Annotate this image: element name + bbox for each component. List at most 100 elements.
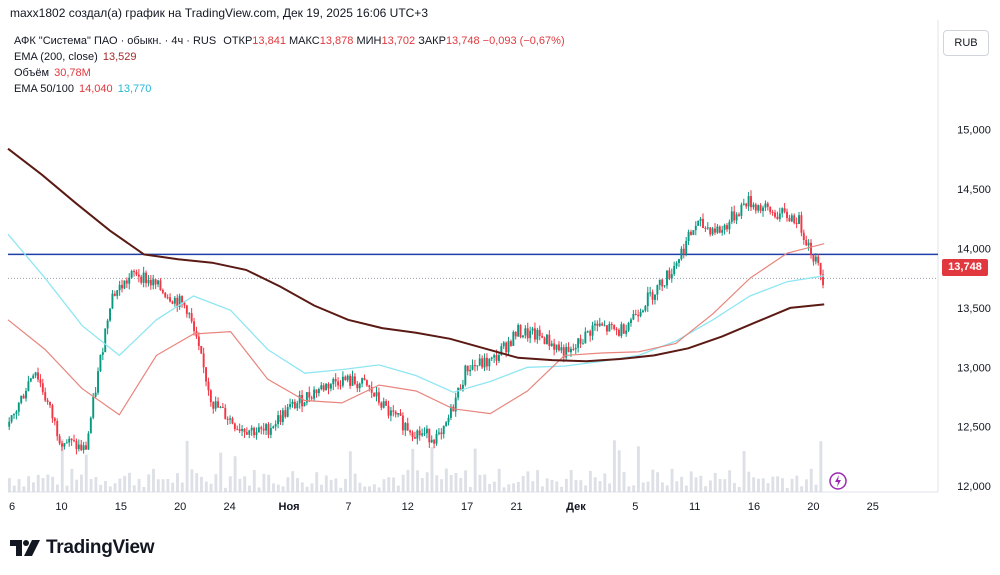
candle-body <box>485 357 488 367</box>
candle-body <box>517 324 520 337</box>
volume-bar <box>569 469 573 492</box>
candle-body <box>409 430 412 433</box>
volume-bar <box>752 477 756 492</box>
change-value: −0,093 (−0,67%) <box>482 35 565 47</box>
candle-body <box>404 423 407 431</box>
volume-bar <box>70 468 74 492</box>
high-value: 13,878 <box>319 35 354 47</box>
candle-body <box>77 444 80 450</box>
candle-body <box>37 372 39 380</box>
candle-body <box>596 323 599 326</box>
symbol-name[interactable]: АФК "Система" ПАО · обыкн. · 4ч · RUS <box>14 35 217 47</box>
volume-bar <box>209 483 213 492</box>
volume-bar <box>526 471 530 492</box>
candle-body <box>562 347 565 358</box>
volume-bar <box>214 474 218 492</box>
candle-body <box>577 338 580 348</box>
candle-body <box>786 211 788 219</box>
legend-ema200-row[interactable]: EMA (200, close) 13,529 <box>14 49 565 65</box>
candle-body <box>214 401 217 409</box>
volume-bar <box>449 474 453 492</box>
candle-body <box>221 406 224 408</box>
ema200-line <box>7 147 825 363</box>
candle-body <box>46 400 49 403</box>
candle-body <box>128 277 131 284</box>
candle-body <box>569 348 572 353</box>
volume-bar <box>593 477 597 492</box>
candle-body <box>406 423 409 431</box>
x-tick-label: 11 <box>689 501 700 513</box>
volume-bar <box>425 472 429 492</box>
candle-body <box>248 430 251 435</box>
candle-body <box>529 330 532 339</box>
candle-body <box>637 314 640 317</box>
volume-bar <box>497 468 501 492</box>
candle-body <box>805 240 808 246</box>
volume-bar <box>344 478 347 492</box>
candle-body <box>281 410 284 422</box>
candle-body <box>315 389 318 394</box>
candle-body <box>152 279 155 286</box>
volume-bar <box>320 484 323 492</box>
candle-body <box>466 365 469 372</box>
volume-bar <box>65 485 69 492</box>
volume-bar <box>372 484 376 492</box>
x-tick-label: 25 <box>867 501 879 513</box>
volume-bar <box>531 481 535 492</box>
candle-body <box>279 415 282 422</box>
tradingview-logo[interactable]: TradingView <box>10 537 155 559</box>
candle-body <box>507 341 510 353</box>
candle-body <box>226 418 229 420</box>
legend-ema50-100-row[interactable]: EMA 50/100 14,040 13,770 <box>14 81 565 97</box>
candle-body <box>723 225 726 230</box>
candle-body <box>495 355 498 361</box>
candle-body <box>159 280 162 290</box>
volume-bar <box>262 473 266 492</box>
volume-bar <box>742 451 746 492</box>
candle-body <box>793 215 796 223</box>
candle-body <box>176 297 179 307</box>
candle-body <box>301 395 304 407</box>
candle-body <box>80 444 83 451</box>
legend-volume-row[interactable]: Объём 30,78M <box>14 65 565 81</box>
candle-body <box>678 259 680 263</box>
candle-body <box>111 293 114 309</box>
candle-body <box>349 375 352 386</box>
candle-body <box>397 413 400 415</box>
candle-body <box>726 225 728 230</box>
candle-body <box>353 376 356 384</box>
candle-body <box>217 401 220 408</box>
dividend-event-icon <box>829 472 847 490</box>
candle-body <box>802 232 805 241</box>
candle-body <box>697 220 700 226</box>
candle-body <box>109 308 111 321</box>
candle-body <box>339 385 342 387</box>
candle-body <box>454 397 457 412</box>
volume-bar <box>156 479 160 492</box>
volume-bar <box>108 486 112 492</box>
candle-body <box>51 405 54 419</box>
candle-body <box>401 415 404 431</box>
volume-value: 30,78M <box>54 67 91 79</box>
candle-body <box>399 413 402 416</box>
volume-bar <box>22 486 26 492</box>
volume-bar <box>761 478 765 492</box>
candle-body <box>584 331 587 344</box>
candle-body <box>207 381 210 391</box>
volume-bar <box>670 468 674 492</box>
candle-body <box>817 256 820 263</box>
ema200-label: EMA (200, close) <box>14 51 98 63</box>
currency-button[interactable]: RUB <box>943 30 989 56</box>
candle-body <box>41 383 44 393</box>
volume-bar <box>771 476 775 492</box>
candle-body <box>795 222 798 224</box>
candle-body <box>714 228 716 233</box>
x-tick-label: 5 <box>632 501 638 513</box>
candle-body <box>58 436 61 444</box>
volume-bar <box>161 479 165 492</box>
volume-bar <box>689 471 693 492</box>
candle-body <box>776 216 779 220</box>
volume-bar <box>190 469 194 492</box>
volume-bar <box>819 441 823 492</box>
